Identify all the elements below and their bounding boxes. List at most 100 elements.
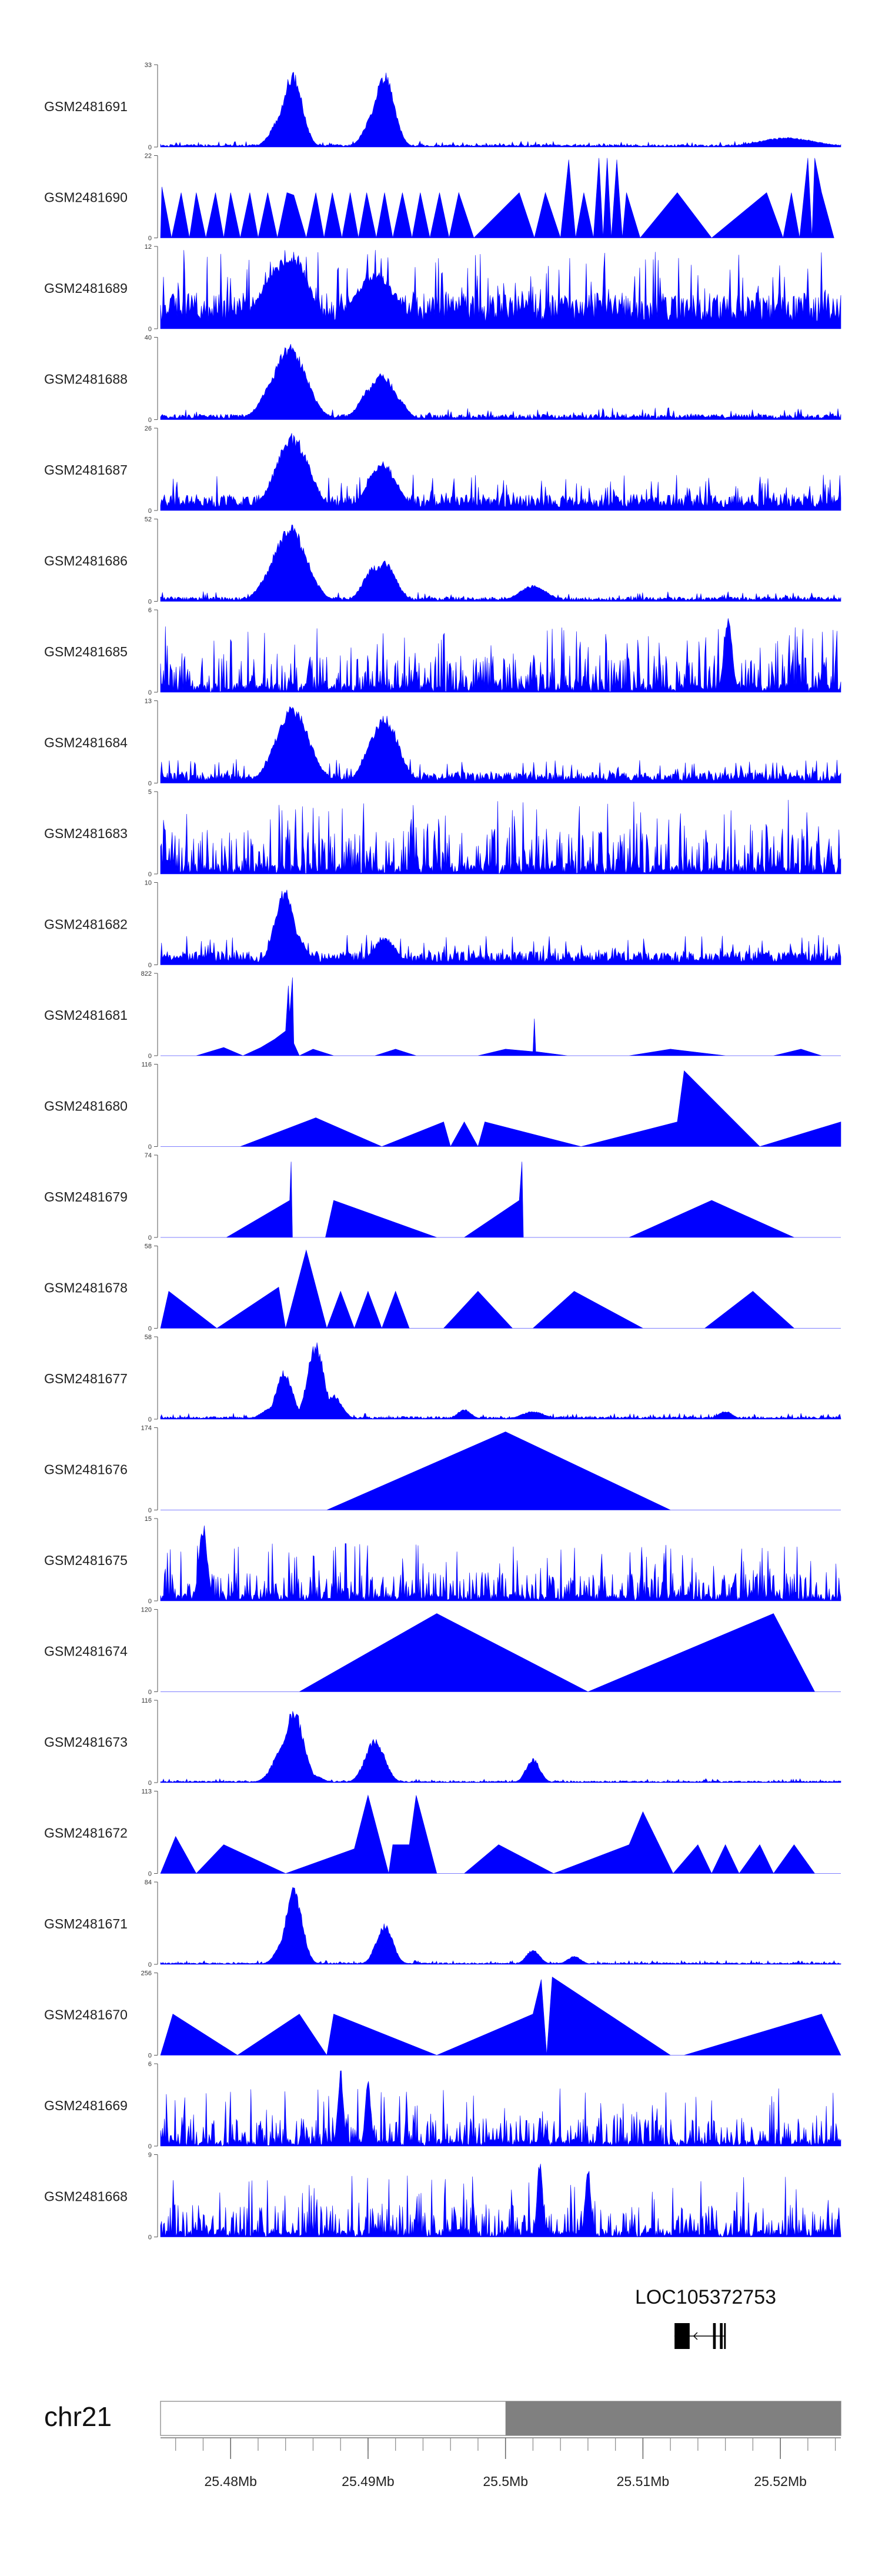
y-min-label: 0 [148, 1689, 152, 1696]
y-min-label: 0 [148, 1144, 152, 1151]
track-label: GSM2481671 [44, 1916, 128, 1931]
track-GSM2481683: GSM2481683 5 0 [44, 789, 841, 878]
y-min-label: 0 [148, 417, 152, 424]
y-max-label: 15 [145, 1516, 152, 1523]
track-GSM2481668: GSM2481668 9 0 [44, 2152, 841, 2241]
y-min-label: 0 [148, 1053, 152, 1060]
y-max-label: 9 [148, 2152, 152, 2159]
track-label: GSM2481689 [44, 281, 128, 296]
track-label: GSM2481675 [44, 1553, 128, 1568]
track-GSM2481689: GSM2481689 12 0 [44, 243, 841, 333]
y-min-label: 0 [148, 599, 152, 606]
y-min-label: 0 [148, 1598, 152, 1605]
y-min-label: 0 [148, 2053, 152, 2060]
track-label: GSM2481685 [44, 644, 128, 659]
signal-area [160, 1249, 841, 1329]
y-max-label: 120 [141, 1607, 152, 1614]
x-tick-label: 25.52Mb [754, 2474, 807, 2489]
y-min-label: 0 [148, 689, 152, 696]
signal-area [160, 1794, 841, 1874]
signal-area [160, 158, 834, 239]
y-min-label: 0 [148, 962, 152, 969]
y-max-label: 174 [141, 1425, 152, 1432]
track-label: GSM2481684 [44, 735, 128, 750]
strand-arrow-icon [693, 2332, 698, 2340]
track-label: GSM2481678 [44, 1280, 128, 1296]
y-max-label: 74 [145, 1152, 152, 1159]
y-min-label: 0 [148, 1961, 152, 1968]
y-min-label: 0 [148, 1871, 152, 1878]
track-GSM2481686: GSM2481686 52 0 [44, 516, 841, 606]
gene-exon [724, 2323, 726, 2349]
gene-exon [713, 2323, 716, 2349]
y-max-label: 58 [145, 1243, 152, 1250]
y-min-label: 0 [148, 1416, 152, 1423]
y-min-label: 0 [148, 1234, 152, 1242]
y-min-label: 0 [148, 2234, 152, 2241]
signal-area [160, 618, 841, 693]
signal-area [160, 800, 841, 875]
y-min-label: 0 [148, 1326, 152, 1333]
x-tick-label: 25.51Mb [617, 2474, 670, 2489]
y-max-label: 256 [141, 1970, 152, 1977]
track-label: GSM2481672 [44, 1826, 128, 1841]
signal-area [160, 706, 841, 783]
track-label: GSM2481679 [44, 1189, 128, 1204]
chromosome-label: chr21 [44, 2401, 112, 2432]
track-label: GSM2481680 [44, 1099, 128, 1114]
track-label: GSM2481677 [44, 1371, 128, 1386]
y-max-label: 58 [145, 1334, 152, 1341]
y-min-label: 0 [148, 326, 152, 333]
signal-area [161, 1162, 841, 1238]
y-max-label: 116 [141, 1062, 152, 1069]
track-GSM2481671: GSM2481671 84 0 [44, 1879, 841, 1968]
track-label: GSM2481690 [44, 190, 128, 205]
signal-area [160, 1976, 841, 2056]
y-max-label: 6 [148, 607, 152, 614]
track-label: GSM2481674 [44, 1644, 128, 1659]
y-max-label: 116 [141, 1697, 152, 1704]
signal-area [161, 1432, 841, 1510]
signal-area [160, 889, 841, 965]
signal-area [160, 1711, 841, 1783]
signal-area [160, 250, 841, 329]
y-min-label: 0 [148, 144, 152, 151]
y-max-label: 33 [145, 62, 152, 69]
track-GSM2481690: GSM2481690 22 0 [44, 153, 834, 242]
track-GSM2481676: GSM2481676 174 0 [44, 1425, 841, 1514]
track-GSM2481677: GSM2481677 58 0 [44, 1334, 841, 1423]
y-min-label: 0 [148, 235, 152, 242]
track-GSM2481678: GSM2481678 58 0 [44, 1243, 841, 1333]
signal-area [160, 2163, 841, 2238]
y-max-label: 52 [145, 516, 152, 523]
y-max-label: 22 [145, 153, 152, 160]
y-max-label: 13 [145, 698, 152, 705]
y-max-label: 26 [145, 425, 152, 432]
y-max-label: 12 [145, 243, 152, 251]
genome-axis: chr21 25.48Mb 25.49Mb 25.5Mb 25.51Mb 25.52Mb [44, 2401, 841, 2489]
y-max-label: 5 [148, 789, 152, 796]
y-min-label: 0 [148, 871, 152, 878]
signal-area [160, 343, 841, 420]
tracks-layer: GSM2481691330GSM2481690220GSM2481689120G… [44, 62, 841, 2241]
gene-annotation: LOC105372753 [635, 2286, 776, 2349]
track-label: GSM2481691 [44, 99, 128, 114]
track-GSM2481691: GSM2481691 33 0 [44, 62, 841, 151]
x-tick-label: 25.5Mb [483, 2474, 528, 2489]
track-label: GSM2481676 [44, 1462, 128, 1477]
signal-area [161, 1613, 841, 1692]
track-label: GSM2481668 [44, 2189, 128, 2204]
track-label: GSM2481687 [44, 462, 128, 478]
signal-area [160, 433, 841, 511]
signal-area [161, 1070, 841, 1147]
track-GSM2481672: GSM2481672 113 0 [44, 1788, 841, 1878]
y-max-label: 84 [145, 1879, 152, 1886]
y-max-label: 822 [141, 970, 152, 977]
ideogram-highlight [505, 2401, 841, 2435]
signal-area [160, 2070, 841, 2147]
signal-area [161, 977, 841, 1056]
y-max-label: 113 [141, 1788, 152, 1796]
track-GSM2481680: GSM2481680 116 0 [44, 1062, 841, 1151]
track-GSM2481673: GSM2481673 116 0 [44, 1697, 841, 1787]
